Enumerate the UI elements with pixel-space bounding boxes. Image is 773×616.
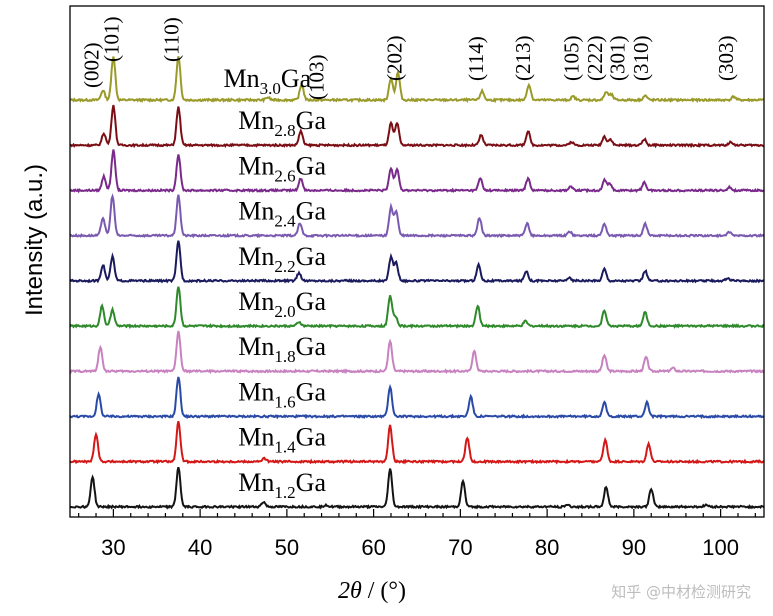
x-axis-label-unit: / (°) (362, 578, 406, 604)
x-tick-label: 40 (188, 535, 212, 560)
x-tick-label: 90 (622, 535, 646, 560)
x-tick-label: 30 (101, 535, 125, 560)
series-line (69, 104, 765, 149)
x-tick-label: 50 (275, 535, 299, 560)
x-axis-label-symbol: 2θ (338, 578, 362, 604)
y-axis-label: Intensity (a.u.) (21, 164, 48, 316)
plot-frame (69, 5, 765, 518)
series-layer (69, 56, 765, 510)
watermark: 知乎 @中材检测研究 (611, 583, 751, 601)
series-line (69, 420, 765, 465)
series-line (69, 466, 765, 510)
series-label: Mn2.2Ga (238, 242, 326, 276)
x-tick-label: 100 (702, 535, 739, 560)
series-label: Mn1.4Ga (238, 423, 326, 457)
peak-annotation: (222) (583, 36, 607, 82)
series-label: Mn2.0Ga (238, 287, 326, 321)
series-line (69, 376, 765, 420)
peak-annotation: (301) (605, 36, 629, 82)
series-line (69, 240, 765, 284)
peak-annotation: (202) (382, 36, 406, 82)
series-label: Mn1.2Ga (238, 468, 326, 502)
peak-annotation: (002) (80, 43, 104, 89)
series-line (69, 330, 765, 375)
series-label: Mn2.4Ga (238, 197, 326, 231)
peak-annotation: (303) (714, 36, 738, 82)
series-label: Mn3.0Ga (224, 64, 312, 98)
x-axis-label: 2θ / (°) (338, 578, 406, 604)
peak-annotation: (213) (511, 36, 535, 82)
series-line (69, 286, 765, 330)
peak-annotation: (105) (559, 36, 583, 82)
series-label: Mn2.8Ga (238, 106, 326, 140)
x-tick-label: 60 (361, 535, 385, 560)
series-label: Mn1.6Ga (238, 377, 326, 411)
x-tick-label: 80 (535, 535, 559, 560)
peak-annotation-layer: (002)(101) (110) (103) (202) (114) (213) (105)… (80, 17, 738, 101)
series-line (69, 193, 765, 239)
peak-annotation: (101) (100, 17, 124, 63)
series-label: Mn1.8Ga (238, 332, 326, 366)
series-line (69, 149, 765, 194)
series-label: Mn2.6Ga (238, 151, 326, 185)
series-line (69, 56, 765, 104)
x-axis: 30 40 50 60 70 80 90 100 (78, 509, 756, 560)
peak-annotation: (110) (159, 17, 183, 62)
peak-annotation: (310) (629, 36, 653, 82)
peak-annotation: (114) (464, 36, 488, 81)
x-tick-label: 70 (448, 535, 472, 560)
peak-annotation: (103) (304, 55, 328, 101)
series-label-layer: Mn3.0Ga Mn2.8Ga Mn2.6Ga Mn2.4Ga Mn2.2Ga Mn2.0… (224, 64, 327, 502)
